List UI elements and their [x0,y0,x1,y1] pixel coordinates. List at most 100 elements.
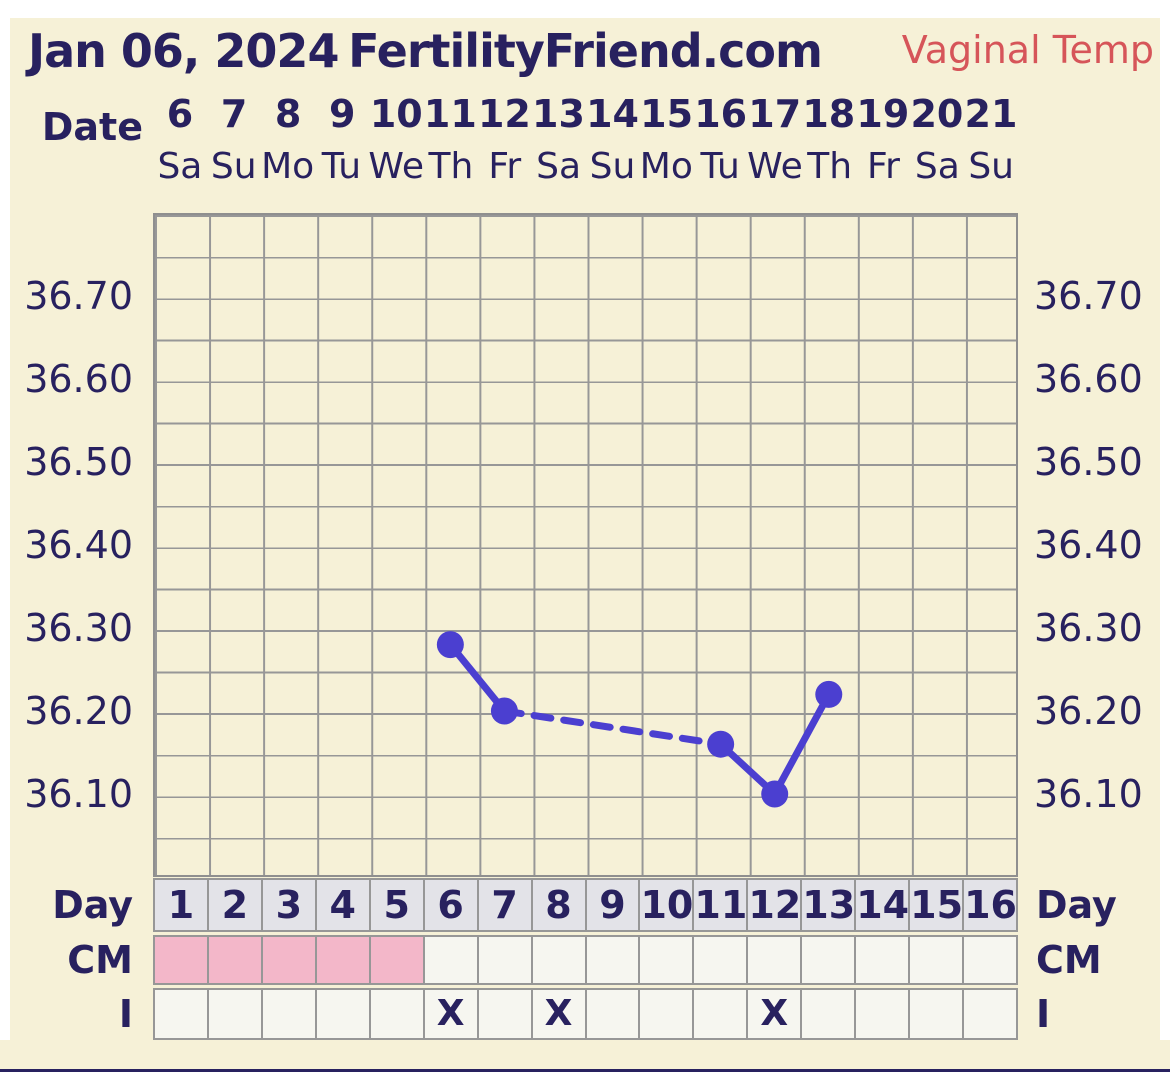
weekday-row: Sa Su Mo Tu We Th Fr Sa Su Mo Tu We Th Fr Sa Su [153,146,1018,188]
bottom-navy-bar [0,1069,1170,1072]
date-cell: 18 [802,92,856,136]
cm-cell [478,937,533,983]
date-cell: 16 [694,92,748,136]
cm-cell [802,937,857,983]
date-cell: 8 [274,92,302,136]
cycle-day-cell: 12 [748,880,803,930]
cycle-day-cell: 8 [532,880,587,930]
cm-cell [370,937,425,983]
cm-cell [532,937,587,983]
weekday-cell: Tu [321,146,362,187]
weekday-cell: We [747,146,803,187]
day-label-left: Day [52,883,133,927]
weekday-cell: Fr [488,146,522,187]
weekday-cell: Th [807,146,853,187]
cm-cell [262,937,317,983]
intercourse-cell [316,990,371,1038]
brand-title: FertilityFriend.com [348,24,823,78]
cycle-day-cell: 14 [856,880,911,930]
temperature-grid [153,213,1018,877]
cycle-day-cell: 4 [316,880,371,930]
weekday-cell: We [368,146,425,187]
intercourse-cell [262,990,317,1038]
intercourse-cell: X [748,990,803,1038]
cycle-day-cell: 1 [155,880,209,930]
intercourse-cell [640,990,695,1038]
chart-type-label: Vaginal Temp [901,28,1154,72]
weekday-cell: Su [589,146,636,187]
date-cell: 9 [328,92,356,136]
intercourse-cell [208,990,263,1038]
weekday-cell: Sa [914,146,960,187]
date-axis-label: Date [41,105,143,149]
temp-axis-label-right: 36.10 [1034,772,1143,816]
date-cell: 6 [166,92,194,136]
i-label-left: I [118,992,133,1036]
footer-strip [0,1040,1170,1069]
intercourse-cell [586,990,641,1038]
cycle-day-cell: 16 [964,880,1016,930]
temp-axis-label-left: 36.10 [24,772,133,816]
cycle-day-cell: 10 [640,880,695,930]
cm-cell [694,937,749,983]
date-cell: 12 [477,92,531,136]
cycle-day-cell: 2 [208,880,263,930]
intercourse-cell [370,990,425,1038]
intercourse-cell: X [424,990,479,1038]
cycle-day-cell: 9 [586,880,641,930]
header-date: Jan 06, 2024 [28,24,339,78]
weekday-cell: Mo [261,146,315,187]
cycle-day-cell: 15 [910,880,965,930]
date-cell: 7 [220,92,248,136]
weekday-cell: Tu [700,146,740,187]
temp-axis-label-right: 36.60 [1034,357,1143,401]
cycle-day-row: 1 2 3 4 5 6 7 8 9 10 11 12 13 14 15 16 [153,878,1018,932]
temp-axis-label-right: 36.40 [1034,523,1143,567]
date-cell: 13 [532,92,585,136]
date-cell: 14 [586,92,639,136]
date-cell: 20 [910,92,964,136]
weekday-cell: Su [968,146,1014,187]
temp-axis-label-left: 36.20 [24,689,133,733]
temp-axis-label-right: 36.20 [1034,689,1143,733]
temp-axis-label-left: 36.40 [24,523,133,567]
weekday-cell: Fr [867,146,900,187]
cm-cell [748,937,803,983]
cm-cell [856,937,911,983]
cycle-day-cell: 13 [802,880,857,930]
intercourse-cell [802,990,857,1038]
intercourse-cell: X [532,990,587,1038]
date-numbers-row: 6 7 8 9 10 11 12 13 14 15 16 17 18 19 20 21 [153,92,1018,136]
cm-cell [964,937,1016,983]
date-cell: 17 [748,92,802,136]
intercourse-cell [856,990,911,1038]
day-label-right: Day [1036,883,1117,927]
weekday-cell: Th [428,146,474,187]
cycle-day-cell: 7 [478,880,533,930]
weekday-cell: Mo [639,146,693,187]
date-cell: 15 [640,92,694,136]
date-cell: 21 [964,92,1018,136]
temp-axis-label-right: 36.70 [1034,274,1143,318]
cm-cell [640,937,695,983]
temp-axis-label-left: 36.30 [24,606,133,650]
intercourse-cell [478,990,533,1038]
cm-cell [586,937,641,983]
cm-label-right: CM [1036,938,1102,982]
weekday-cell: Sa [536,146,582,187]
cm-cell [910,937,965,983]
temp-axis-label-right: 36.50 [1034,440,1143,484]
date-cell: 19 [856,92,910,136]
date-cell: 11 [423,92,477,136]
intercourse-cell [694,990,749,1038]
i-label-right: I [1036,992,1051,1036]
cm-cell [424,937,479,983]
temp-axis-label-left: 36.50 [24,440,133,484]
intercourse-cell [910,990,965,1038]
temp-axis-label-right: 36.30 [1034,606,1143,650]
cervical-mucus-row [153,935,1018,985]
cm-label-left: CM [67,938,133,982]
weekday-cell: Su [210,146,257,187]
intercourse-cell [155,990,209,1038]
